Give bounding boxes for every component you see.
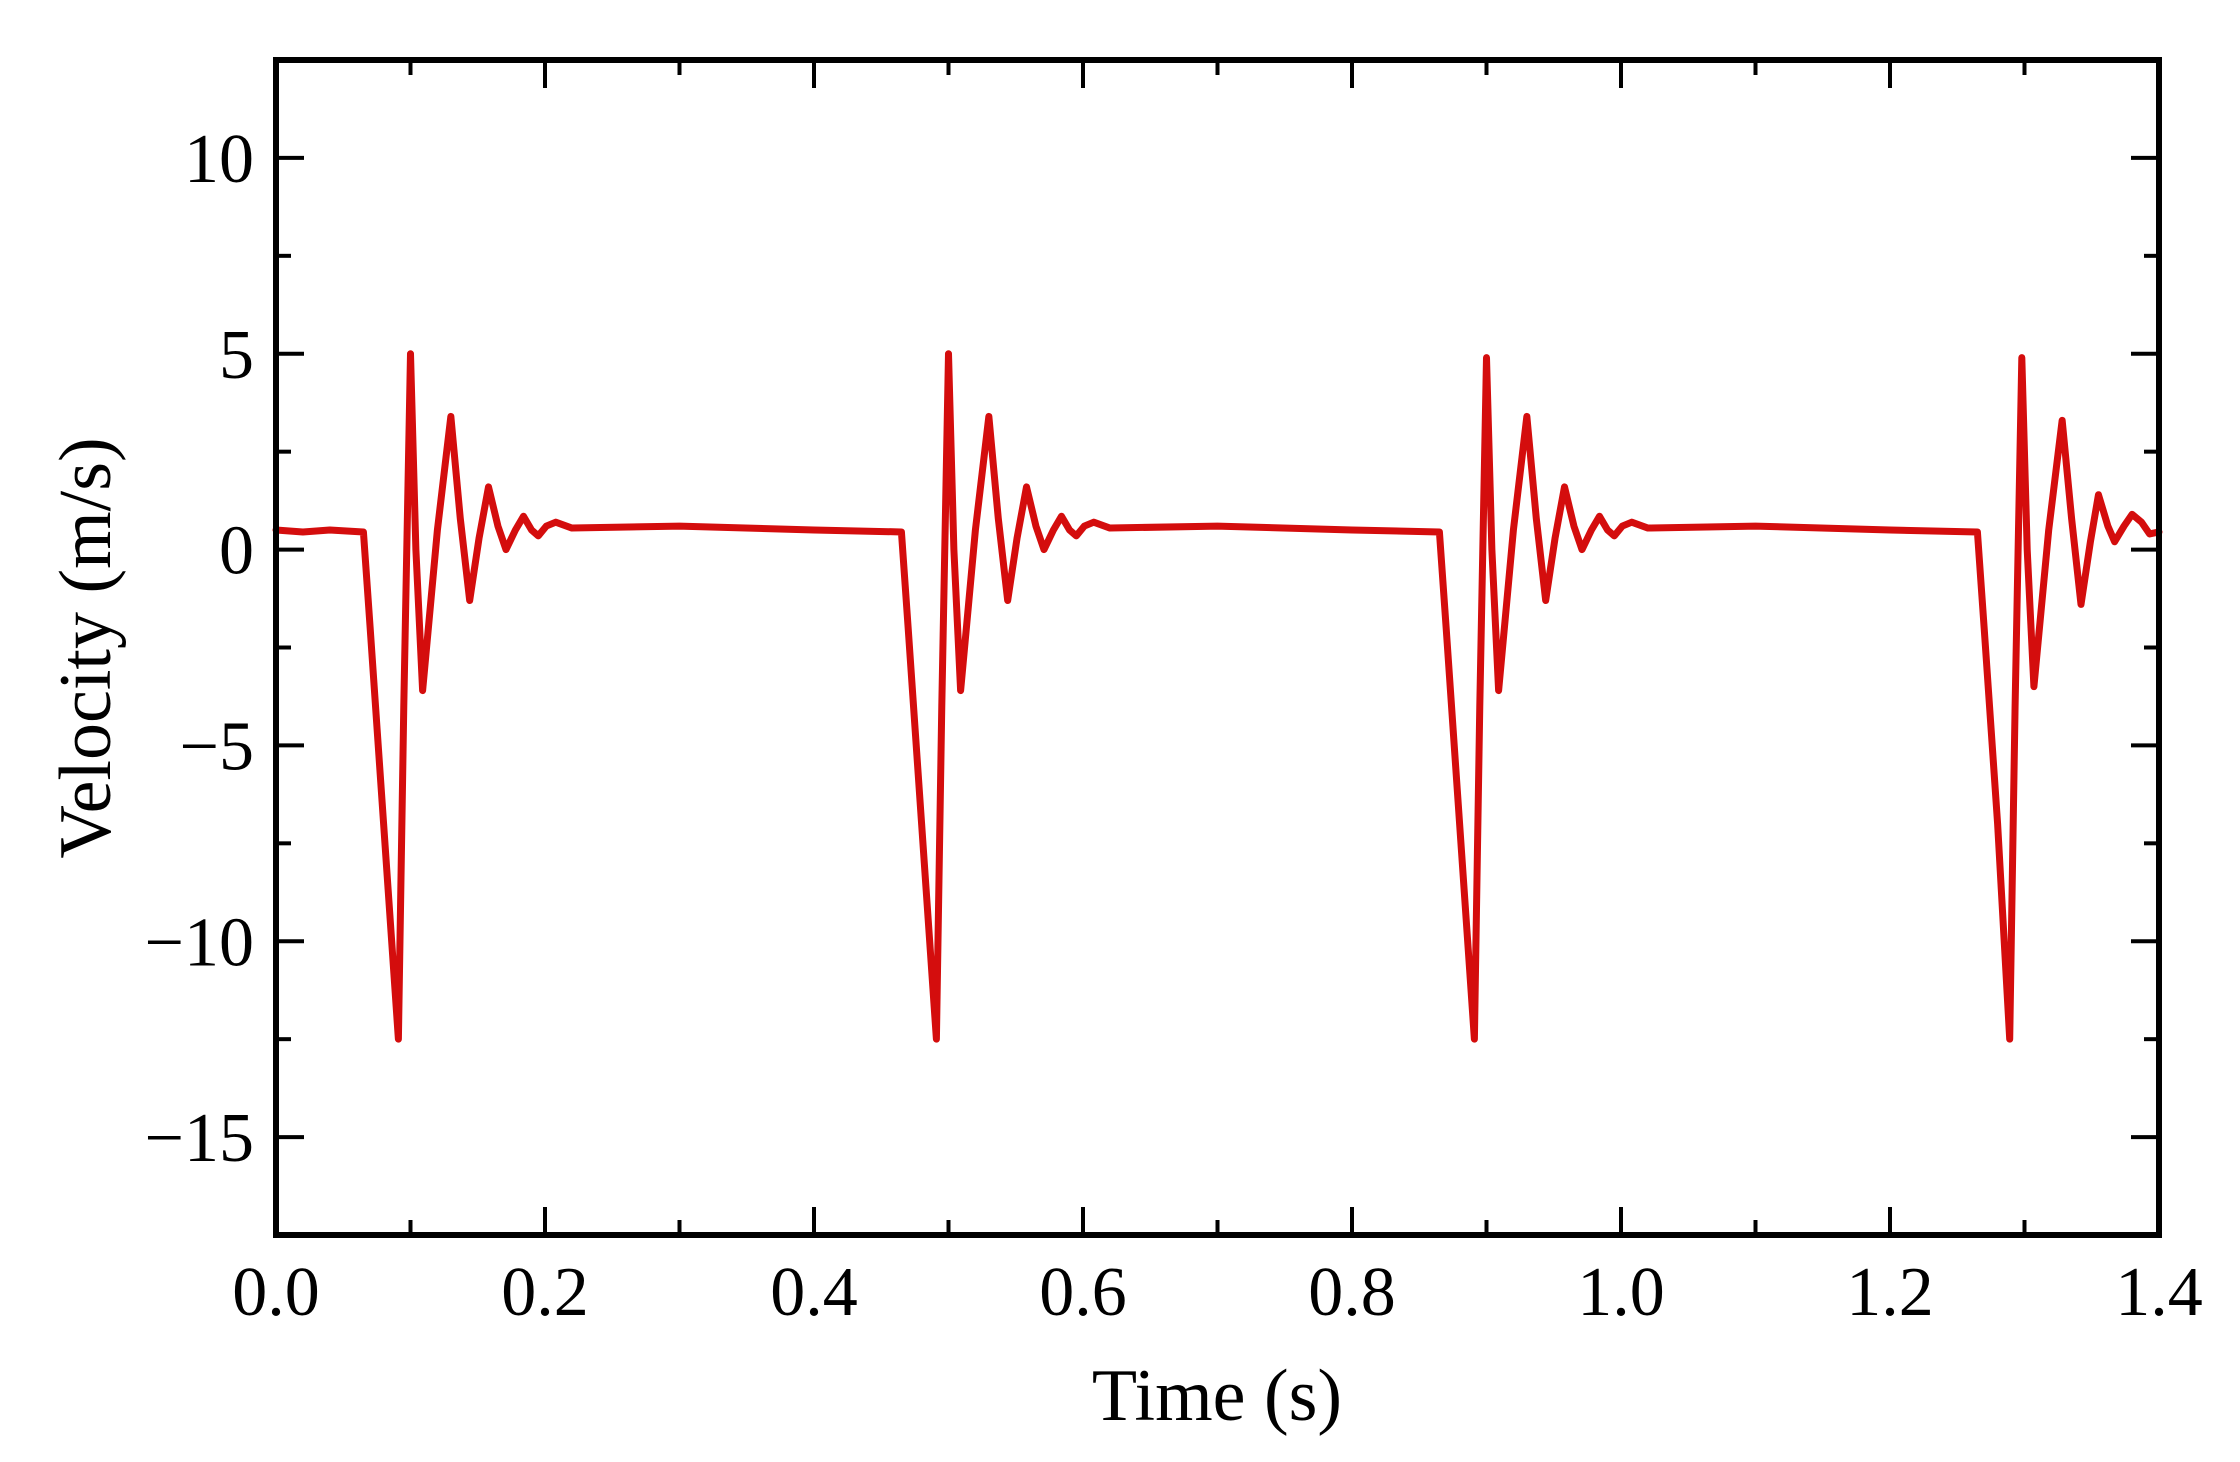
x-tick-label: 1.4 xyxy=(2115,1254,2203,1331)
x-tick-label: 0.4 xyxy=(770,1254,858,1331)
y-tick-label: 10 xyxy=(184,121,254,198)
x-tick-label: 0.6 xyxy=(1039,1254,1127,1331)
x-tick-label: 0.2 xyxy=(501,1254,589,1331)
x-tick-label: 1.2 xyxy=(1846,1254,1934,1331)
x-tick-label: 0.8 xyxy=(1308,1254,1396,1331)
y-tick-label: 0 xyxy=(219,513,254,590)
y-tick-label: −15 xyxy=(145,1100,254,1177)
x-tick-label: 0.0 xyxy=(232,1254,320,1331)
y-tick-label: −10 xyxy=(145,904,254,981)
y-tick-label: −5 xyxy=(180,708,254,785)
y-tick-label: 5 xyxy=(219,317,254,394)
y-axis-label: Velocity (m/s) xyxy=(45,437,127,858)
x-tick-label: 1.0 xyxy=(1577,1254,1665,1331)
data-line xyxy=(272,350,2163,1043)
plot-frame xyxy=(273,57,2162,1238)
x-axis-label: Time (s) xyxy=(1092,1355,1342,1437)
